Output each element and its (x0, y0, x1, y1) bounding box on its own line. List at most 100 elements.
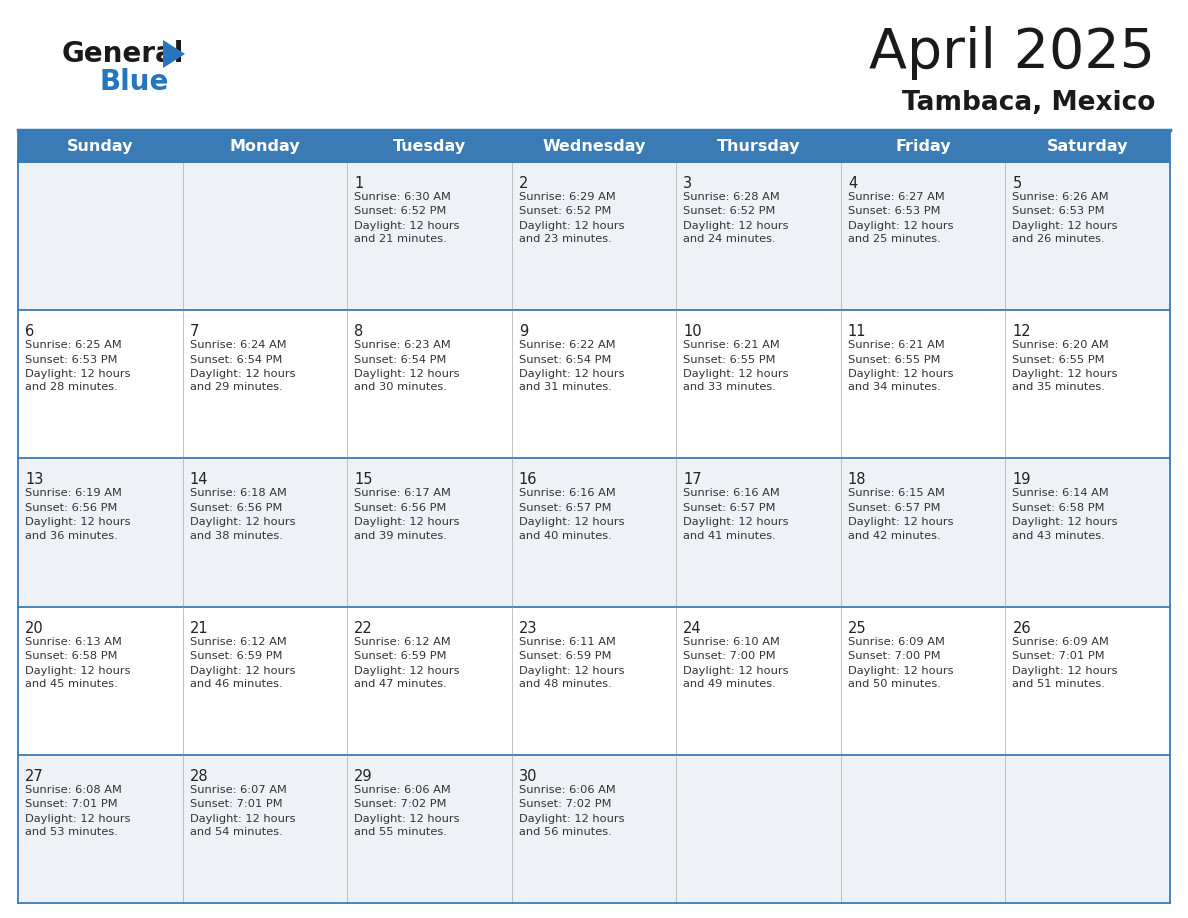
Text: Daylight: 12 hours
and 21 minutes.: Daylight: 12 hours and 21 minutes. (354, 221, 460, 244)
Text: Sunrise: 6:09 AM: Sunrise: 6:09 AM (848, 636, 944, 646)
Text: Sunset: 6:56 PM: Sunset: 6:56 PM (190, 503, 282, 513)
Text: 14: 14 (190, 473, 208, 487)
Text: 30: 30 (519, 768, 537, 784)
Text: Daylight: 12 hours
and 38 minutes.: Daylight: 12 hours and 38 minutes. (190, 518, 295, 541)
Text: Sunrise: 6:18 AM: Sunrise: 6:18 AM (190, 488, 286, 498)
Text: Sunset: 7:02 PM: Sunset: 7:02 PM (354, 800, 447, 810)
Text: Sunrise: 6:10 AM: Sunrise: 6:10 AM (683, 636, 781, 646)
Text: Sunset: 7:00 PM: Sunset: 7:00 PM (683, 651, 776, 661)
Text: 17: 17 (683, 473, 702, 487)
Text: Sunrise: 6:23 AM: Sunrise: 6:23 AM (354, 341, 451, 350)
Text: Sunset: 6:53 PM: Sunset: 6:53 PM (1012, 207, 1105, 217)
Text: Sunset: 6:57 PM: Sunset: 6:57 PM (683, 503, 776, 513)
Text: 24: 24 (683, 621, 702, 635)
Text: Sunrise: 6:26 AM: Sunrise: 6:26 AM (1012, 192, 1110, 202)
Text: Sunrise: 6:06 AM: Sunrise: 6:06 AM (519, 785, 615, 795)
Text: Sunrise: 6:17 AM: Sunrise: 6:17 AM (354, 488, 451, 498)
Text: Sunset: 7:01 PM: Sunset: 7:01 PM (190, 800, 283, 810)
Text: Daylight: 12 hours
and 41 minutes.: Daylight: 12 hours and 41 minutes. (683, 518, 789, 541)
Text: 28: 28 (190, 768, 208, 784)
Text: Daylight: 12 hours
and 45 minutes.: Daylight: 12 hours and 45 minutes. (25, 666, 131, 688)
Text: Sunset: 6:52 PM: Sunset: 6:52 PM (683, 207, 776, 217)
Text: 3: 3 (683, 176, 693, 191)
Text: 26: 26 (1012, 621, 1031, 635)
Text: Sunset: 6:55 PM: Sunset: 6:55 PM (848, 354, 941, 364)
Text: Sunset: 6:59 PM: Sunset: 6:59 PM (354, 651, 447, 661)
Text: Sunset: 6:56 PM: Sunset: 6:56 PM (25, 503, 118, 513)
Text: Daylight: 12 hours
and 31 minutes.: Daylight: 12 hours and 31 minutes. (519, 369, 624, 392)
Text: 25: 25 (848, 621, 866, 635)
Text: Blue: Blue (100, 68, 170, 96)
Text: Tuesday: Tuesday (393, 139, 466, 153)
Text: Sunrise: 6:16 AM: Sunrise: 6:16 AM (519, 488, 615, 498)
Text: Daylight: 12 hours
and 35 minutes.: Daylight: 12 hours and 35 minutes. (1012, 369, 1118, 392)
Text: Daylight: 12 hours
and 49 minutes.: Daylight: 12 hours and 49 minutes. (683, 666, 789, 688)
Text: Sunset: 6:55 PM: Sunset: 6:55 PM (683, 354, 776, 364)
Text: Daylight: 12 hours
and 47 minutes.: Daylight: 12 hours and 47 minutes. (354, 666, 460, 688)
Text: Daylight: 12 hours
and 48 minutes.: Daylight: 12 hours and 48 minutes. (519, 666, 624, 688)
Text: Sunset: 6:53 PM: Sunset: 6:53 PM (848, 207, 941, 217)
Text: Daylight: 12 hours
and 56 minutes.: Daylight: 12 hours and 56 minutes. (519, 813, 624, 837)
Text: Sunrise: 6:30 AM: Sunrise: 6:30 AM (354, 192, 451, 202)
Text: Daylight: 12 hours
and 50 minutes.: Daylight: 12 hours and 50 minutes. (848, 666, 953, 688)
Text: Sunrise: 6:11 AM: Sunrise: 6:11 AM (519, 636, 615, 646)
Text: Sunrise: 6:28 AM: Sunrise: 6:28 AM (683, 192, 781, 202)
Text: 22: 22 (354, 621, 373, 635)
Text: Sunrise: 6:27 AM: Sunrise: 6:27 AM (848, 192, 944, 202)
Text: Daylight: 12 hours
and 54 minutes.: Daylight: 12 hours and 54 minutes. (190, 813, 295, 837)
Text: Daylight: 12 hours
and 23 minutes.: Daylight: 12 hours and 23 minutes. (519, 221, 624, 244)
Bar (18, 755, 1170, 903)
Text: Sunset: 6:58 PM: Sunset: 6:58 PM (25, 651, 118, 661)
Text: Daylight: 12 hours
and 25 minutes.: Daylight: 12 hours and 25 minutes. (848, 221, 953, 244)
Text: Sunrise: 6:20 AM: Sunrise: 6:20 AM (1012, 341, 1110, 350)
Text: Monday: Monday (229, 139, 301, 153)
Text: Daylight: 12 hours
and 28 minutes.: Daylight: 12 hours and 28 minutes. (25, 369, 131, 392)
Polygon shape (163, 40, 185, 68)
Text: Sunrise: 6:13 AM: Sunrise: 6:13 AM (25, 636, 122, 646)
Text: Sunrise: 6:09 AM: Sunrise: 6:09 AM (1012, 636, 1110, 646)
Text: 23: 23 (519, 621, 537, 635)
Text: 11: 11 (848, 324, 866, 339)
Text: Daylight: 12 hours
and 26 minutes.: Daylight: 12 hours and 26 minutes. (1012, 221, 1118, 244)
Text: 10: 10 (683, 324, 702, 339)
Text: Daylight: 12 hours
and 30 minutes.: Daylight: 12 hours and 30 minutes. (354, 369, 460, 392)
Text: Sunset: 6:59 PM: Sunset: 6:59 PM (190, 651, 282, 661)
Text: 18: 18 (848, 473, 866, 487)
Text: 8: 8 (354, 324, 364, 339)
Text: 7: 7 (190, 324, 198, 339)
Text: Sunrise: 6:21 AM: Sunrise: 6:21 AM (683, 341, 781, 350)
Bar (18, 162, 1170, 310)
Text: April 2025: April 2025 (868, 26, 1155, 80)
Text: Sunset: 7:00 PM: Sunset: 7:00 PM (848, 651, 941, 661)
Text: Wednesday: Wednesday (542, 139, 646, 153)
Text: Sunrise: 6:25 AM: Sunrise: 6:25 AM (25, 341, 121, 350)
Text: 6: 6 (25, 324, 34, 339)
Text: Daylight: 12 hours
and 40 minutes.: Daylight: 12 hours and 40 minutes. (519, 518, 624, 541)
Bar (18, 458, 1170, 607)
Text: Sunset: 7:01 PM: Sunset: 7:01 PM (25, 800, 118, 810)
Text: 4: 4 (848, 176, 857, 191)
Text: Tambaca, Mexico: Tambaca, Mexico (902, 90, 1155, 116)
Text: 29: 29 (354, 768, 373, 784)
Text: Sunrise: 6:12 AM: Sunrise: 6:12 AM (354, 636, 451, 646)
Text: Sunset: 6:54 PM: Sunset: 6:54 PM (354, 354, 447, 364)
Text: 16: 16 (519, 473, 537, 487)
Text: 19: 19 (1012, 473, 1031, 487)
Text: Sunday: Sunday (67, 139, 133, 153)
Text: 27: 27 (25, 768, 44, 784)
Text: Saturday: Saturday (1047, 139, 1129, 153)
Text: 20: 20 (25, 621, 44, 635)
Text: Daylight: 12 hours
and 55 minutes.: Daylight: 12 hours and 55 minutes. (354, 813, 460, 837)
Text: Sunrise: 6:12 AM: Sunrise: 6:12 AM (190, 636, 286, 646)
Text: Sunrise: 6:16 AM: Sunrise: 6:16 AM (683, 488, 781, 498)
Text: Sunset: 6:52 PM: Sunset: 6:52 PM (354, 207, 447, 217)
Text: 21: 21 (190, 621, 208, 635)
Text: Daylight: 12 hours
and 42 minutes.: Daylight: 12 hours and 42 minutes. (848, 518, 953, 541)
Bar (18, 130, 1170, 162)
Text: General: General (62, 40, 184, 68)
Text: Sunrise: 6:22 AM: Sunrise: 6:22 AM (519, 341, 615, 350)
Text: Daylight: 12 hours
and 39 minutes.: Daylight: 12 hours and 39 minutes. (354, 518, 460, 541)
Text: Sunrise: 6:08 AM: Sunrise: 6:08 AM (25, 785, 122, 795)
Text: 1: 1 (354, 176, 364, 191)
Text: 9: 9 (519, 324, 527, 339)
